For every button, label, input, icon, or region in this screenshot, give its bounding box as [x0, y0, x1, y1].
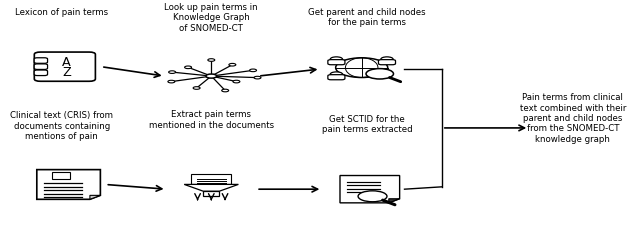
FancyBboxPatch shape: [328, 60, 345, 65]
Circle shape: [335, 58, 388, 77]
Text: Extract pain terms
mentioned in the documents: Extract pain terms mentioned in the docu…: [148, 110, 274, 130]
Text: Pain terms from clinical
text combined with their
parent and child nodes
from th: Pain terms from clinical text combined w…: [520, 93, 626, 144]
Circle shape: [330, 72, 342, 77]
Circle shape: [366, 69, 394, 79]
Circle shape: [206, 74, 217, 78]
Circle shape: [193, 87, 200, 89]
Circle shape: [254, 76, 261, 79]
Circle shape: [221, 89, 228, 92]
Text: A: A: [62, 56, 71, 69]
FancyBboxPatch shape: [328, 75, 345, 80]
Polygon shape: [340, 176, 399, 203]
Circle shape: [330, 57, 342, 62]
FancyBboxPatch shape: [191, 174, 231, 184]
Circle shape: [208, 59, 215, 61]
Circle shape: [233, 80, 240, 83]
Circle shape: [229, 64, 236, 66]
Circle shape: [358, 191, 387, 202]
Text: Lexicon of pain terms: Lexicon of pain terms: [15, 8, 108, 17]
Text: Z: Z: [62, 66, 71, 79]
Circle shape: [250, 69, 257, 72]
FancyBboxPatch shape: [34, 70, 47, 76]
FancyBboxPatch shape: [52, 173, 70, 179]
Text: Get parent and child nodes
for the pain terms: Get parent and child nodes for the pain …: [308, 8, 426, 27]
FancyBboxPatch shape: [35, 52, 95, 81]
FancyBboxPatch shape: [378, 60, 396, 65]
Polygon shape: [37, 170, 100, 199]
FancyBboxPatch shape: [34, 64, 47, 69]
Polygon shape: [204, 191, 220, 196]
Text: Clinical text (CRIS) from
documents containing
mentions of pain: Clinical text (CRIS) from documents cont…: [10, 111, 113, 141]
Text: Look up pain terms in
Knowledge Graph
of SNOMED-CT: Look up pain terms in Knowledge Graph of…: [164, 3, 258, 33]
Text: Get SCTID for the
pain terms extracted: Get SCTID for the pain terms extracted: [322, 115, 412, 134]
Polygon shape: [388, 199, 399, 203]
Circle shape: [168, 71, 175, 73]
Circle shape: [381, 57, 393, 62]
Polygon shape: [90, 195, 100, 199]
Polygon shape: [184, 184, 239, 191]
Circle shape: [168, 80, 175, 83]
Circle shape: [184, 66, 191, 69]
FancyBboxPatch shape: [34, 58, 47, 63]
